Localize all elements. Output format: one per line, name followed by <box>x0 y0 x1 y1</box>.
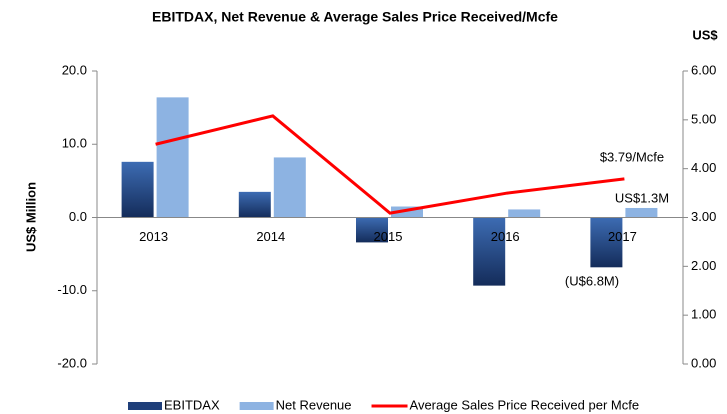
y2-tick-label: 1.00 <box>691 307 716 322</box>
y-tick-label: -10.0 <box>57 282 87 297</box>
line-series <box>155 114 625 215</box>
x-tick-label: 2013 <box>139 229 168 244</box>
y2-tick-label: 2.00 <box>691 258 716 273</box>
y-tick-label: 0.0 <box>69 209 87 224</box>
bar <box>391 206 423 218</box>
legend-label: Average Sales Price Received per Mcfe <box>410 397 640 412</box>
annotation: $3.79/Mcfe <box>600 149 664 164</box>
annotation: (U$6.8M) <box>565 273 619 288</box>
bar <box>625 207 658 218</box>
bar <box>273 157 306 218</box>
x-tick-label: 2017 <box>608 229 637 244</box>
y-tick-label: 10.0 <box>62 136 87 151</box>
bar <box>238 191 271 218</box>
x-tick-label: 2014 <box>256 229 285 244</box>
y-axis-title: US$ Million <box>23 182 38 252</box>
legend-label: Net Revenue <box>276 397 352 412</box>
bar <box>121 161 154 218</box>
y2-tick-label: 5.00 <box>691 111 716 126</box>
y2-axis-title: US$ <box>692 27 718 42</box>
x-tick-label: 2016 <box>491 229 520 244</box>
legend-label: EBITDAX <box>164 397 220 412</box>
y-tick-label: -20.0 <box>57 355 87 370</box>
bar <box>508 209 541 218</box>
bar <box>590 217 623 268</box>
y-tick-label: 20.0 <box>62 62 87 77</box>
bar <box>473 217 506 286</box>
y2-tick-label: 0.00 <box>691 355 716 370</box>
y2-tick-label: 4.00 <box>691 160 716 175</box>
y2-tick-label: 3.00 <box>691 209 716 224</box>
y2-tick-label: 6.00 <box>691 62 716 77</box>
bar <box>356 217 388 243</box>
annotation: US$1.3M <box>615 190 669 205</box>
x-tick-label: 2015 <box>374 229 403 244</box>
chart-title: EBITDAX, Net Revenue & Average Sales Pri… <box>152 9 558 25</box>
bar <box>156 97 189 218</box>
legend-swatch <box>239 402 274 410</box>
legend-swatch <box>128 402 162 410</box>
